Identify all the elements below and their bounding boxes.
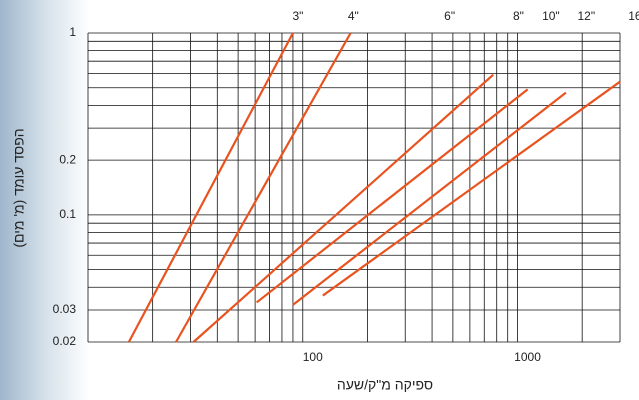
pipe-size-label: 8"	[513, 9, 524, 23]
background-fade	[0, 0, 90, 400]
pipe-size-label: 12"	[577, 9, 595, 23]
pipe-line	[255, 88, 529, 304]
x-tick-label: 100	[303, 350, 323, 364]
pipe-size-label: 10"	[542, 9, 560, 23]
y-axis-label: הפסד עומד (מ' מים)	[11, 128, 27, 247]
y-tick-label: 0.1	[59, 207, 76, 221]
pipe-size-label: 4"	[348, 9, 359, 23]
y-tick-label: 0.02	[53, 334, 77, 348]
pipe-size-label: 3"	[293, 9, 304, 23]
pipe-size-label: 16"	[628, 9, 639, 23]
y-tick-label: 0.2	[59, 152, 76, 166]
pipe-line	[322, 80, 621, 297]
pipe-line	[292, 91, 567, 306]
y-tick-label: 1	[69, 25, 76, 39]
pipe-line	[192, 73, 495, 343]
x-axis-label: ספיקה מ"ק/שעה	[337, 377, 433, 393]
y-tick-label: 0.03	[53, 302, 77, 316]
x-tick-label: 1000	[514, 350, 541, 364]
pipe-line	[127, 32, 294, 343]
pipe-line	[175, 32, 352, 343]
pipe-size-label: 6"	[444, 9, 455, 23]
